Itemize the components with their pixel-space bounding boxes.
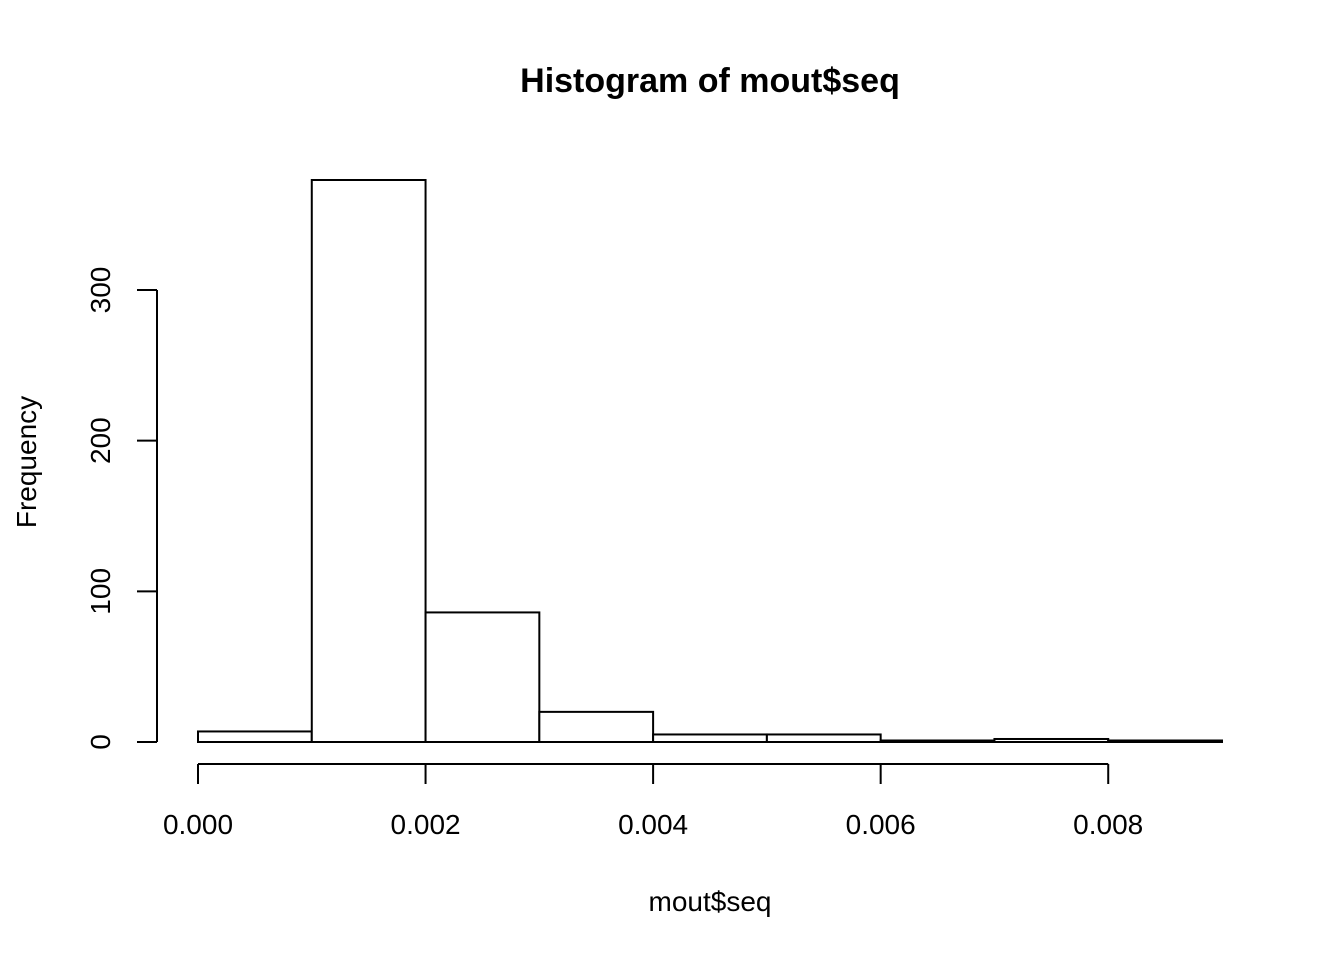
histogram-bar: [538, 710, 655, 744]
chart-title: Histogram of mout$seq: [520, 62, 900, 100]
x-tick-label: 0.002: [391, 809, 461, 840]
histogram-bars: [197, 179, 1223, 744]
histogram-bar: [1107, 739, 1223, 743]
x-tick-label: 0.004: [618, 809, 688, 840]
histogram-bar: [879, 739, 996, 743]
histogram-bar: [652, 733, 768, 744]
y-axis-label: Frequency: [11, 396, 42, 528]
y-tick-label: 0: [85, 734, 116, 750]
y-axis: 0 100 200 300: [85, 267, 158, 750]
histogram-bar: [197, 730, 313, 743]
y-tick-label: 300: [85, 267, 116, 314]
y-tick-label: 200: [85, 417, 116, 464]
y-tick-label: 100: [85, 568, 116, 615]
histogram-bar: [310, 179, 427, 743]
histogram-bar: [424, 611, 541, 743]
histogram-bar: [765, 733, 882, 744]
x-axis-label: mout$seq: [649, 886, 772, 917]
histogram-bar: [993, 737, 1110, 743]
x-tick-label: 0.000: [163, 809, 233, 840]
x-tick-label: 0.006: [846, 809, 916, 840]
x-axis: 0.000 0.002 0.004 0.006 0.008: [163, 763, 1143, 840]
x-tick-label: 0.008: [1073, 809, 1143, 840]
